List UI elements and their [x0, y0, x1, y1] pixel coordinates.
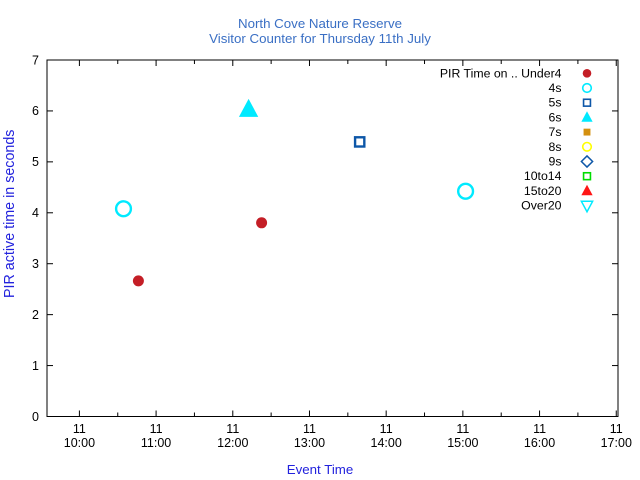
svg-text:8s: 8s — [549, 140, 562, 154]
svg-text:13:00: 13:00 — [294, 436, 325, 450]
svg-text:7s: 7s — [549, 125, 562, 139]
svg-text:7: 7 — [32, 53, 39, 67]
svg-text:4: 4 — [32, 206, 39, 220]
svg-text:11:00: 11:00 — [141, 436, 171, 450]
svg-text:11: 11 — [226, 422, 239, 436]
svg-text:16:00: 16:00 — [524, 436, 555, 450]
svg-text:2: 2 — [32, 308, 39, 322]
svg-text:11: 11 — [456, 422, 469, 436]
svg-text:17:00: 17:00 — [601, 436, 632, 450]
svg-text:11: 11 — [150, 422, 163, 436]
svg-text:10:00: 10:00 — [64, 436, 95, 450]
svg-text:9s: 9s — [549, 155, 562, 169]
svg-text:5: 5 — [32, 155, 39, 169]
svg-text:15:00: 15:00 — [447, 436, 478, 450]
svg-text:11: 11 — [380, 422, 393, 436]
svg-text:5s: 5s — [549, 96, 562, 110]
svg-text:PIR Time on .. Under4: PIR Time on .. Under4 — [440, 66, 562, 80]
svg-text:1: 1 — [32, 359, 39, 373]
svg-text:11: 11 — [73, 422, 86, 436]
svg-text:11: 11 — [533, 422, 546, 436]
svg-text:11: 11 — [303, 422, 316, 436]
svg-text:6: 6 — [32, 104, 39, 118]
svg-text:Over20: Over20 — [521, 199, 561, 213]
svg-text:4s: 4s — [549, 81, 562, 95]
svg-text:6s: 6s — [549, 110, 562, 124]
svg-text:3: 3 — [32, 257, 39, 271]
svg-text:11: 11 — [610, 422, 623, 436]
svg-text:12:00: 12:00 — [217, 436, 248, 450]
svg-text:15to20: 15to20 — [524, 184, 562, 198]
svg-text:14:00: 14:00 — [371, 436, 402, 450]
svg-text:0: 0 — [32, 410, 39, 424]
svg-text:10to14: 10to14 — [524, 169, 562, 183]
